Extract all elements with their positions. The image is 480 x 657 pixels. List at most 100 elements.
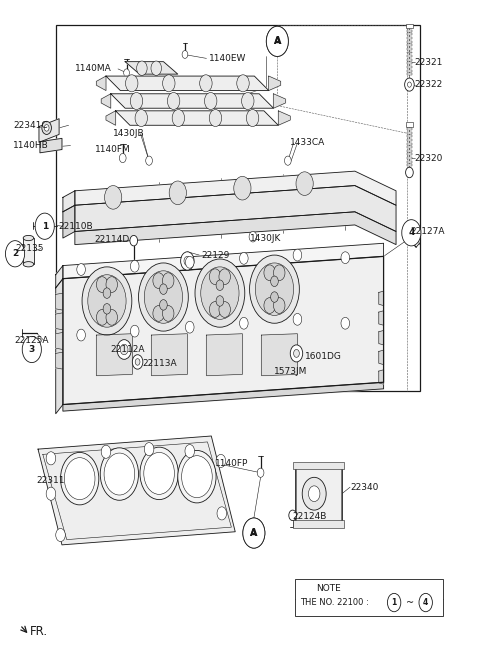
Bar — [407, 51, 412, 53]
Circle shape — [419, 593, 432, 612]
Polygon shape — [56, 352, 63, 369]
Text: 4: 4 — [423, 598, 428, 607]
Circle shape — [240, 252, 248, 264]
Circle shape — [309, 486, 320, 501]
Circle shape — [42, 122, 51, 135]
Circle shape — [181, 456, 212, 497]
Circle shape — [185, 321, 194, 333]
Bar — [407, 135, 412, 137]
Bar — [407, 55, 412, 57]
Text: 22321: 22321 — [415, 58, 443, 67]
Bar — [407, 147, 412, 148]
Circle shape — [271, 292, 278, 302]
Bar — [407, 139, 412, 141]
Circle shape — [120, 154, 126, 163]
Circle shape — [184, 256, 191, 265]
Text: 22135: 22135 — [15, 244, 44, 253]
Circle shape — [296, 172, 313, 195]
Circle shape — [153, 306, 164, 321]
Polygon shape — [56, 293, 63, 310]
Circle shape — [234, 176, 251, 200]
Text: 22340: 22340 — [350, 483, 378, 491]
Text: 1601DG: 1601DG — [305, 352, 341, 361]
Circle shape — [243, 518, 265, 548]
Circle shape — [46, 452, 56, 465]
Circle shape — [88, 275, 126, 327]
Bar — [295, 579, 444, 616]
Circle shape — [163, 75, 175, 92]
Text: 22127A: 22127A — [410, 227, 444, 236]
Polygon shape — [40, 139, 62, 153]
Bar — [407, 37, 412, 39]
Circle shape — [162, 273, 174, 288]
Circle shape — [168, 93, 180, 110]
Circle shape — [290, 345, 303, 362]
Polygon shape — [75, 212, 396, 244]
Polygon shape — [379, 330, 384, 345]
Bar — [407, 164, 412, 166]
Bar — [407, 48, 412, 50]
Circle shape — [56, 528, 65, 541]
Circle shape — [159, 284, 167, 294]
Circle shape — [285, 156, 291, 166]
Circle shape — [106, 309, 118, 325]
Circle shape — [293, 313, 302, 325]
Polygon shape — [63, 382, 384, 411]
Text: NOTE: NOTE — [317, 584, 341, 593]
Circle shape — [289, 510, 297, 520]
Text: 4: 4 — [408, 228, 415, 237]
Text: 1: 1 — [392, 598, 397, 607]
Bar — [407, 44, 412, 46]
Polygon shape — [274, 94, 286, 108]
Bar — [407, 34, 412, 35]
Circle shape — [169, 181, 186, 204]
Bar — [407, 30, 412, 32]
Circle shape — [82, 267, 132, 335]
Circle shape — [341, 317, 349, 329]
Bar — [407, 161, 412, 163]
Circle shape — [294, 350, 300, 357]
Circle shape — [257, 468, 264, 478]
Circle shape — [35, 213, 54, 239]
Circle shape — [408, 82, 411, 87]
Circle shape — [274, 298, 285, 313]
Text: 22112A: 22112A — [111, 345, 145, 354]
Polygon shape — [125, 62, 178, 74]
Circle shape — [243, 518, 265, 548]
Circle shape — [204, 93, 217, 110]
Bar — [406, 24, 413, 28]
Circle shape — [209, 269, 221, 284]
Circle shape — [217, 507, 227, 520]
Circle shape — [103, 304, 111, 314]
Circle shape — [96, 277, 108, 292]
Circle shape — [240, 317, 248, 329]
Bar — [297, 468, 340, 525]
Bar — [407, 66, 412, 68]
Bar — [407, 157, 412, 159]
Circle shape — [274, 265, 285, 281]
Bar — [293, 520, 344, 528]
Circle shape — [264, 265, 276, 281]
Text: 1140HB: 1140HB — [13, 141, 49, 150]
Ellipse shape — [23, 235, 34, 240]
Circle shape — [249, 231, 257, 242]
Polygon shape — [379, 370, 384, 384]
Circle shape — [117, 340, 132, 359]
Bar — [406, 122, 413, 127]
Bar — [407, 154, 412, 156]
Text: 1140MA: 1140MA — [75, 64, 112, 74]
Text: 22114D: 22114D — [94, 235, 129, 244]
Circle shape — [125, 75, 138, 92]
Text: A: A — [274, 37, 281, 46]
Text: 22320: 22320 — [415, 154, 443, 162]
Polygon shape — [96, 334, 132, 376]
Text: 22341C: 22341C — [13, 121, 48, 130]
Circle shape — [137, 61, 147, 76]
Text: 22113A: 22113A — [142, 359, 177, 369]
Polygon shape — [56, 265, 63, 288]
Polygon shape — [106, 111, 116, 125]
Circle shape — [60, 453, 99, 505]
Circle shape — [185, 256, 194, 268]
Circle shape — [105, 185, 122, 209]
Polygon shape — [96, 76, 106, 91]
